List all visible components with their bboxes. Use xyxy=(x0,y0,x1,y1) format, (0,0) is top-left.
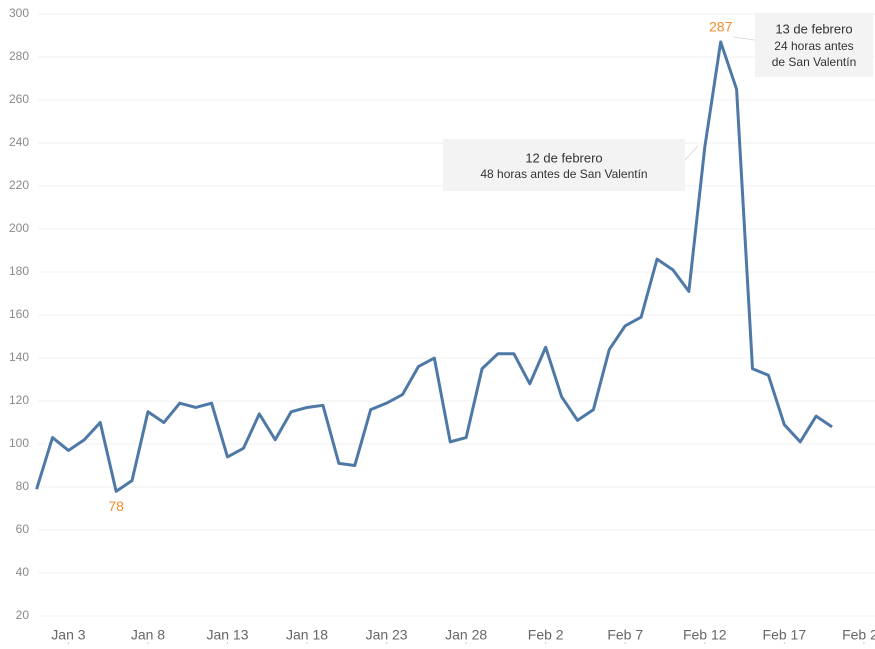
x-tick-label: Feb 2 xyxy=(528,627,564,643)
y-tick-label: 260 xyxy=(9,92,29,106)
x-tick-label: Feb 7 xyxy=(607,627,643,643)
max-label: 287 xyxy=(709,19,733,35)
y-tick-label: 40 xyxy=(16,565,30,579)
y-tick-label: 80 xyxy=(16,479,30,493)
y-tick-label: 200 xyxy=(9,221,29,235)
annotation-line: de San Valentín xyxy=(772,55,857,69)
annotation-title: 12 de febrero xyxy=(525,150,602,165)
x-tick-label: Jan 3 xyxy=(51,627,85,643)
y-tick-label: 280 xyxy=(9,49,29,63)
min-label: 78 xyxy=(108,498,124,514)
y-tick-label: 160 xyxy=(9,307,29,321)
y-tick-label: 240 xyxy=(9,135,29,149)
x-tick-label: Feb 12 xyxy=(683,627,727,643)
y-tick-label: 20 xyxy=(16,608,30,622)
annotation-text: 24 horas antes de San Valentín xyxy=(772,39,857,69)
x-tick-label: Jan 8 xyxy=(131,627,165,643)
x-tick-label: Jan 18 xyxy=(286,627,328,643)
y-tick-label: 100 xyxy=(9,436,29,450)
y-tick-label: 300 xyxy=(9,6,29,20)
annotation-text: 48 horas antes de San Valentín xyxy=(480,167,647,181)
x-tick-label: Jan 23 xyxy=(366,627,408,643)
annotation-box xyxy=(443,139,685,191)
x-tick-label: Jan 13 xyxy=(206,627,248,643)
annotation-line: 24 horas antes xyxy=(774,39,853,53)
y-tick-label: 180 xyxy=(9,264,29,278)
x-tick-label: Feb 17 xyxy=(763,627,807,643)
annotation-connector xyxy=(684,145,699,161)
y-tick-label: 140 xyxy=(9,350,29,364)
x-tick-label: Jan 28 xyxy=(445,627,487,643)
annotation-connector xyxy=(732,36,756,41)
y-tick-label: 220 xyxy=(9,178,29,192)
line xyxy=(35,40,833,493)
annotation-box xyxy=(755,13,873,77)
x-tick-label: Feb 22 xyxy=(842,627,875,643)
y-tick-label: 60 xyxy=(16,522,30,536)
y-tick-label: 120 xyxy=(9,393,29,407)
annotation-title: 13 de febrero xyxy=(775,21,852,36)
